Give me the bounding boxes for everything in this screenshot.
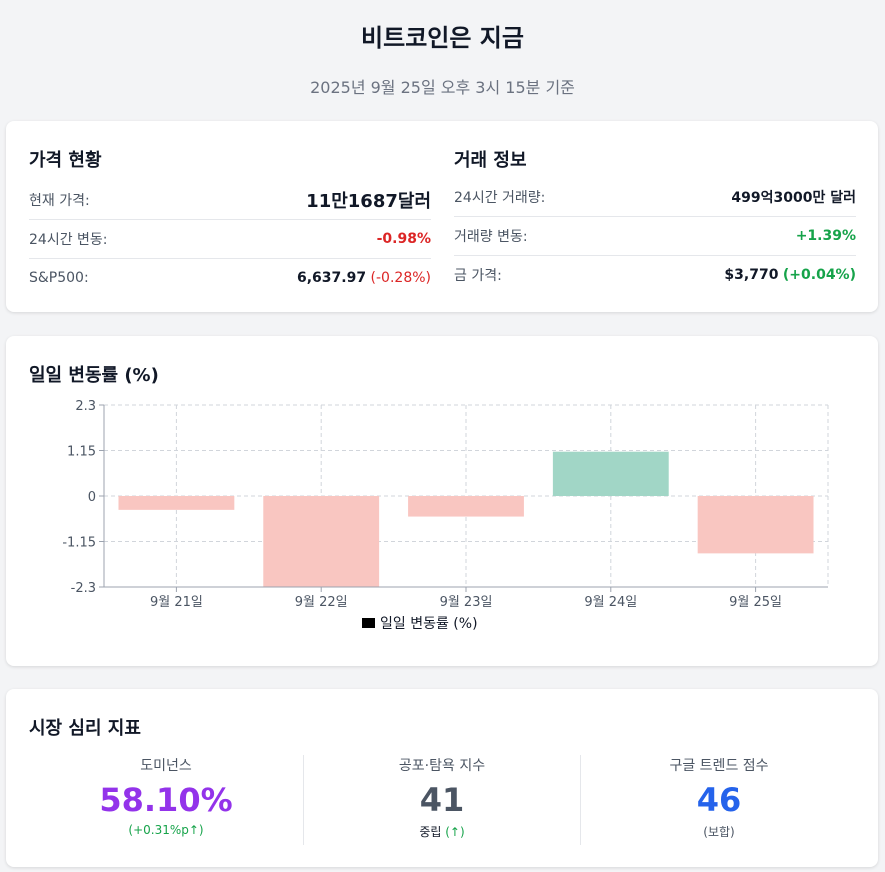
bar-4 bbox=[552, 451, 669, 496]
x-tick-label: 9월 24일 bbox=[584, 595, 637, 610]
trade-info-title: 거래 정보 bbox=[454, 150, 527, 171]
fear-greed-label: 공포·탐욕 지수 bbox=[398, 758, 486, 774]
daily-change-chart: 2.3 1.15 0 -1.15 -2.3 9월 21일 9월 22일 9월 23일 9월 24… bbox=[62, 399, 829, 632]
volume-change-value: +1.39% bbox=[795, 228, 856, 244]
bar-3 bbox=[408, 496, 524, 517]
x-tick-label: 9월 25일 bbox=[729, 595, 782, 610]
sp500-change: (-0.28%) bbox=[370, 270, 431, 286]
bar-1 bbox=[118, 496, 235, 510]
fear-greed-sub: 중립 (↑) bbox=[304, 823, 580, 840]
bar-2 bbox=[263, 496, 380, 587]
dominance-change: (+0.31%p↑) bbox=[128, 823, 204, 837]
dominance-value: 58.10% bbox=[99, 781, 233, 819]
legend-label: 일일 변동률 (%) bbox=[380, 616, 478, 632]
price-status-title: 가격 현황 bbox=[29, 150, 102, 171]
y-tick-label: 1.15 bbox=[67, 445, 96, 460]
volume-24h-value: 499억3000만 달러 bbox=[731, 190, 856, 206]
fear-greed-value: 41 bbox=[419, 781, 465, 819]
volume-change-label: 거래량 변동: bbox=[454, 229, 528, 245]
dominance-metric: 도미넌스 58.10% (+0.31%p↑) bbox=[28, 755, 304, 845]
google-trends-label: 구글 트렌드 점수 bbox=[669, 758, 769, 774]
google-trends-status: (보합) bbox=[703, 825, 735, 839]
google-trends-metric: 구글 트렌드 점수 46 (보합) bbox=[581, 755, 857, 845]
gold-price-label: 금 가격: bbox=[454, 268, 502, 284]
volume-24h-label: 24시간 거래량: bbox=[454, 190, 546, 206]
bar-5 bbox=[697, 496, 814, 554]
fear-greed-metric: 공포·탐욕 지수 41 중립 (↑) bbox=[304, 755, 580, 845]
sp500-row: S&P500: 6,637.97 (-0.28%) bbox=[29, 259, 431, 297]
current-price-label: 현재 가격: bbox=[29, 193, 90, 209]
page-title: 비트코인은 지금 bbox=[361, 24, 524, 52]
gold-price-row: 금 가격: $3,770 (+0.04%) bbox=[454, 256, 856, 294]
sp500-value: 6,637.97 bbox=[297, 270, 367, 286]
google-trends-value: 46 bbox=[696, 781, 742, 819]
change-24h-label: 24시간 변동: bbox=[29, 232, 108, 248]
metric-divider bbox=[303, 755, 304, 845]
legend-swatch bbox=[362, 618, 375, 628]
fear-greed-status: 중립 bbox=[419, 825, 442, 839]
page-subtitle: 2025년 9월 25일 오후 3시 15분 기준 bbox=[310, 78, 575, 97]
y-tick-label: 0 bbox=[88, 490, 96, 505]
sentiment-title: 시장 심리 지표 bbox=[29, 718, 141, 739]
volume-change-row: 거래량 변동: +1.39% bbox=[454, 217, 856, 256]
market-sentiment-card: 시장 심리 지표 도미넌스 58.10% (+0.31%p↑) 공포·탐욕 지수… bbox=[6, 689, 878, 867]
change-24h-value: -0.98% bbox=[376, 231, 431, 247]
x-tick-label: 9월 22일 bbox=[295, 595, 348, 610]
current-price-row: 현재 가격: 11만1687달러 bbox=[29, 181, 431, 220]
gold-price-change: (+0.04%) bbox=[782, 267, 856, 283]
current-price-value: 11만1687달러 bbox=[306, 191, 431, 212]
fear-greed-trend: (↑) bbox=[445, 825, 465, 839]
y-tick-label: -1.15 bbox=[62, 536, 96, 551]
x-tick-label: 9월 23일 bbox=[440, 595, 493, 610]
daily-change-chart-card: 일일 변동률 (%) 2.3 1.15 0 -1.15 -2.3 9월 21일 9월 22일… bbox=[6, 336, 878, 666]
y-tick-label: -2.3 bbox=[71, 581, 96, 596]
change-24h-row: 24시간 변동: -0.98% bbox=[29, 220, 431, 259]
x-tick-label: 9월 21일 bbox=[150, 595, 203, 610]
chart-title: 일일 변동률 (%) bbox=[29, 365, 159, 386]
dominance-label: 도미넌스 bbox=[140, 758, 192, 774]
price-info-card: 가격 현황 현재 가격: 11만1687달러 24시간 변동: -0.98% S… bbox=[6, 121, 878, 312]
metric-divider bbox=[580, 755, 581, 845]
gold-price-value: $3,770 bbox=[724, 267, 779, 283]
sp500-label: S&P500: bbox=[29, 270, 89, 286]
volume-24h-row: 24시간 거래량: 499억3000만 달러 bbox=[454, 178, 856, 217]
y-tick-label: 2.3 bbox=[75, 399, 96, 414]
